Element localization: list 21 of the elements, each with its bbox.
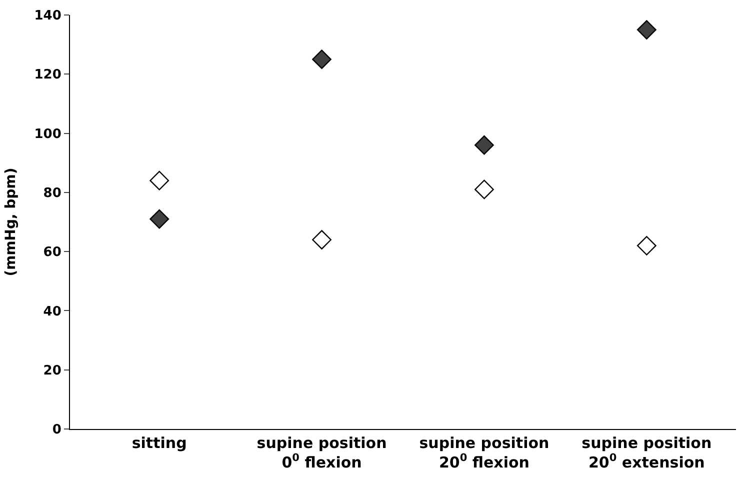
x-tick-label: supine position 20$^{0}$ extension xyxy=(582,434,712,472)
x-tick-label: supine position 20$^{0}$ flexion xyxy=(419,434,550,472)
x-tick-label: sitting xyxy=(132,434,187,452)
point xyxy=(636,20,656,40)
point xyxy=(150,209,170,229)
y-tick-label: 140 xyxy=(34,8,62,24)
y-tick-label: 120 xyxy=(34,68,62,83)
y-tick-label: 40 xyxy=(43,304,62,320)
y-tick-label: 100 xyxy=(34,126,62,142)
point xyxy=(150,170,170,190)
y-tick-label: 0 xyxy=(52,422,62,438)
point xyxy=(312,50,332,70)
point xyxy=(474,180,494,200)
y-axis-title: (mmHg, bpm) xyxy=(2,168,19,276)
x-tick-label: supine position 0$^{0}$ flexion xyxy=(256,434,387,472)
point xyxy=(312,230,332,250)
y-tick-label: 80 xyxy=(43,186,62,201)
y-tick-label: 60 xyxy=(43,245,62,260)
point xyxy=(636,236,656,256)
point xyxy=(474,135,494,155)
y-tick-label: 20 xyxy=(43,363,62,378)
